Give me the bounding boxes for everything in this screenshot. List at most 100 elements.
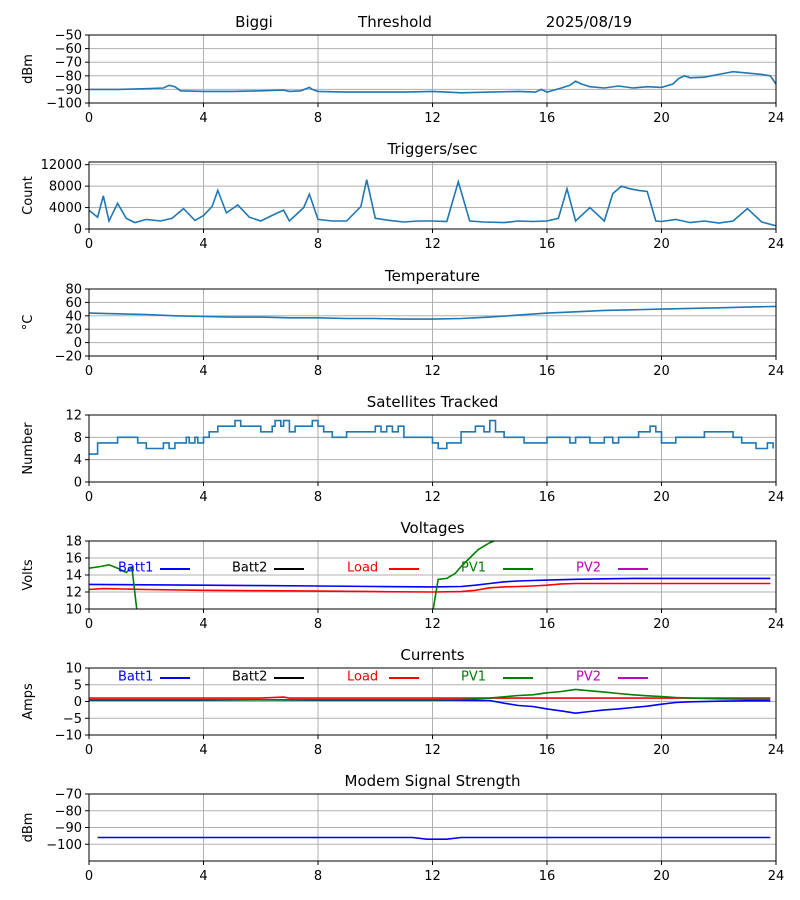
x-tick-label: 4 [199,490,207,505]
series-line [89,419,774,455]
y-tick-label: −20 [55,350,82,365]
y-tick-label: 12000 [41,158,82,173]
series-line [89,305,776,320]
x-tick-label: 8 [314,617,322,632]
legend-label-batt1: Batt1 [118,561,153,576]
x-tick-label: 16 [539,617,556,632]
y-tick-label: −70 [55,788,82,803]
legend-label-pv1: PV1 [461,670,486,685]
chart-triggers: 0 4 8 12 16 20 24 0 4000 8000 12000 Count Triggers/s… [21,140,784,252]
x-tick-label: 0 [85,490,93,505]
x-tick-label: 16 [539,237,556,252]
x-tick-label: 8 [314,869,322,884]
x-tick-label: 8 [314,111,322,126]
y-axis-label: °C [21,315,36,331]
x-tick-label: 16 [539,111,556,126]
x-tick-label: 0 [85,111,93,126]
x-tick-label: 4 [199,364,207,379]
chart-currents: 0 4 8 12 16 20 24 −10 −5 0 510 Amps Currents Batt1 Bat… [21,646,784,758]
y-tick-label: 12 [65,409,82,424]
x-tick-label: 0 [85,237,93,252]
y-tick-label: −100 [46,97,82,112]
x-tick-label: 8 [314,237,322,252]
chart-satellites: 0 4 8 12 16 20 24 0 4 8 12 Number Satellites Tracked [21,393,784,505]
y-tick-label: −80 [55,69,82,84]
y-axis-label: Number [21,422,36,475]
y-axis-label: Volts [21,559,36,591]
x-tick-label: 0 [85,364,93,379]
y-tick-label: 16 [65,552,82,567]
series-line-batt1 [89,577,771,588]
legend-label-load: Load [347,670,378,685]
x-tick-label: 8 [314,743,322,758]
x-tick-label: 20 [653,237,670,252]
x-tick-label: 24 [768,617,785,632]
x-tick-label: 24 [768,490,785,505]
series-line [89,70,776,94]
x-tick-label: 0 [85,743,93,758]
y-tick-label: 8000 [49,180,82,195]
y-tick-label: −5 [63,712,82,727]
x-tick-label: 0 [85,869,93,884]
y-axis-label: Amps [21,683,36,720]
y-axis-label: dBm [21,813,36,843]
y-tick-label: 18 [65,535,82,550]
x-tick-label: 12 [424,364,441,379]
y-tick-label: 0 [74,223,82,238]
chart-title: Currents [400,646,464,664]
series-line-pv1 [89,541,497,609]
legend-label-pv1: PV1 [461,561,486,576]
series-line [97,836,771,841]
chart-title: Satellites Tracked [367,393,498,411]
chart-title: Modem Signal Strength [345,772,521,790]
y-tick-label: −90 [55,821,82,836]
chart-threshold: 0 4 8 12 16 20 24 −100−90−80−70−60−50 dBm [21,29,784,127]
x-tick-label: 0 [85,617,93,632]
y-axis-label: dBm [21,54,36,84]
x-tick-label: 8 [314,490,322,505]
y-tick-label: 80 [65,283,82,298]
x-tick-label: 20 [653,743,670,758]
y-tick-label: −90 [55,83,82,98]
x-tick-label: 16 [539,743,556,758]
y-tick-label: 14 [65,569,82,584]
x-tick-label: 24 [768,111,785,126]
header-date: 2025/08/19 [546,13,632,31]
y-tick-label: −60 [55,42,82,57]
legend-label-pv2: PV2 [576,670,601,685]
y-tick-label: −70 [55,56,82,71]
x-tick-label: 12 [424,490,441,505]
y-tick-label: 0 [74,695,82,710]
y-axis-label: Count [21,176,36,215]
y-tick-label: 60 [65,296,82,311]
y-tick-label: 5 [74,678,82,693]
x-tick-label: 4 [199,869,207,884]
x-tick-label: 20 [653,364,670,379]
x-tick-label: 4 [199,743,207,758]
header-label: Threshold [357,13,432,31]
y-tick-label: −10 [55,729,82,744]
legend-label-batt1: Batt1 [118,670,153,685]
y-tick-label: −80 [55,804,82,819]
x-tick-label: 12 [424,743,441,758]
y-tick-label: 8 [74,431,82,446]
y-tick-label: 20 [65,323,82,338]
x-tick-label: 24 [768,364,785,379]
y-tick-label: 0 [74,476,82,491]
x-tick-label: 12 [424,869,441,884]
x-tick-label: 8 [314,364,322,379]
y-tick-label: 40 [65,309,82,324]
x-tick-label: 24 [768,237,785,252]
x-tick-label: 12 [424,111,441,126]
y-tick-label: −50 [55,29,82,44]
chart-modem: 0 4 8 12 16 20 24 −100 −90 −80−70 dBm Modem Signal … [21,772,784,884]
x-tick-label: 12 [424,237,441,252]
series-line-load [89,582,771,593]
x-tick-label: 20 [653,490,670,505]
series-line [89,178,776,227]
series-line-load [89,696,771,699]
legend-label-pv2: PV2 [576,561,601,576]
y-tick-label: 12 [65,586,82,601]
x-tick-label: 16 [539,869,556,884]
x-tick-label: 4 [199,111,207,126]
